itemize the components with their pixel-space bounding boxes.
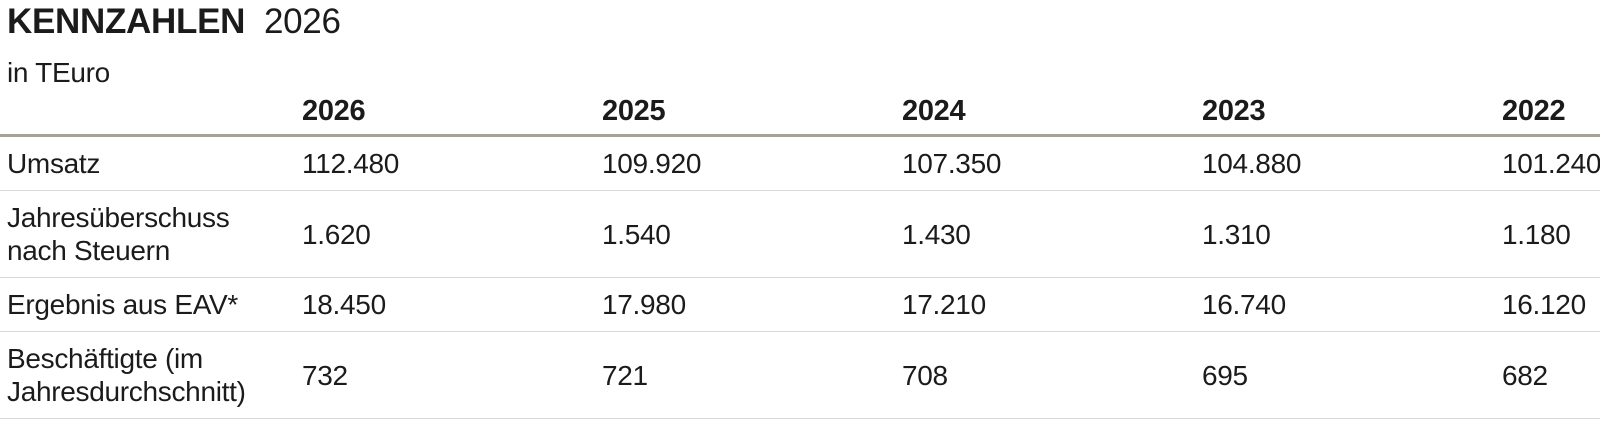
- table-body: Umsatz 112.480 109.920 107.350 104.880 101.24…: [0, 135, 1600, 419]
- value-cell: 17.210: [900, 277, 1200, 332]
- value-cell: 695: [1200, 331, 1500, 419]
- value-cell: 104.880: [1200, 135, 1500, 191]
- row-label-cell: Beschäftigte (im Jahresdurchschnitt): [0, 331, 300, 419]
- year-column-header: 2022: [1500, 88, 1600, 137]
- year-column-header: 2023: [1200, 88, 1500, 137]
- value-cell: 682: [1500, 331, 1600, 419]
- label-column-header: [0, 88, 300, 137]
- row-label: Beschäftigte (im Jahresdurchschnitt): [7, 343, 246, 407]
- year-column-header: 2026: [300, 88, 600, 137]
- table-row: Beschäftigte (im Jahresdurchschnitt) 732 7…: [0, 331, 1600, 419]
- page-subtitle: in TEuro: [7, 57, 110, 88]
- value-cell: 1.620: [300, 190, 600, 278]
- value-cell: 17.980: [600, 277, 900, 332]
- table-row: Jahresüberschuss nach Steuern 1.620 1.540 1…: [0, 190, 1600, 278]
- value-cell: 109.920: [600, 135, 900, 191]
- value-cell: 1.430: [900, 190, 1200, 278]
- table-row: Ergebnis aus EAV* 18.450 17.980 17.210 16.74…: [0, 277, 1600, 332]
- value-cell: 112.480: [300, 135, 600, 191]
- page-title-year: 2026: [254, 2, 341, 41]
- year-column-header: 2025: [600, 88, 900, 137]
- value-cell: 732: [300, 331, 600, 419]
- value-cell: 18.450: [300, 277, 600, 332]
- value-cell: 101.240: [1500, 135, 1600, 191]
- kennzahlen-table: 2026 2025 2024 2023 2022 Umsatz 112.480 109.92…: [0, 88, 1600, 419]
- row-label-cell: Umsatz: [0, 135, 300, 191]
- value-cell: 1.180: [1500, 190, 1600, 278]
- page-title: KENNZAHLEN 2026: [0, 3, 1600, 41]
- row-label-cell: Ergebnis aus EAV*: [0, 277, 300, 332]
- row-label: Jahresüberschuss nach Steuern: [7, 202, 230, 266]
- table-header-row: 2026 2025 2024 2023 2022: [0, 88, 1600, 137]
- year-column-header: 2024: [900, 88, 1200, 137]
- row-label: Ergebnis aus EAV*: [7, 289, 238, 320]
- table-header: 2026 2025 2024 2023 2022: [0, 88, 1600, 137]
- value-cell: 1.310: [1200, 190, 1500, 278]
- table-row: Umsatz 112.480 109.920 107.350 104.880 101.24…: [0, 135, 1600, 191]
- value-cell: 708: [900, 331, 1200, 419]
- value-cell: 1.540: [600, 190, 900, 278]
- value-cell: 16.740: [1200, 277, 1500, 332]
- row-label: Umsatz: [7, 148, 101, 179]
- row-label-cell: Jahresüberschuss nach Steuern: [0, 190, 300, 278]
- value-cell: 107.350: [900, 135, 1200, 191]
- page-title-main: KENNZAHLEN: [7, 2, 246, 41]
- value-cell: 16.120: [1500, 277, 1600, 332]
- value-cell: 721: [600, 331, 900, 419]
